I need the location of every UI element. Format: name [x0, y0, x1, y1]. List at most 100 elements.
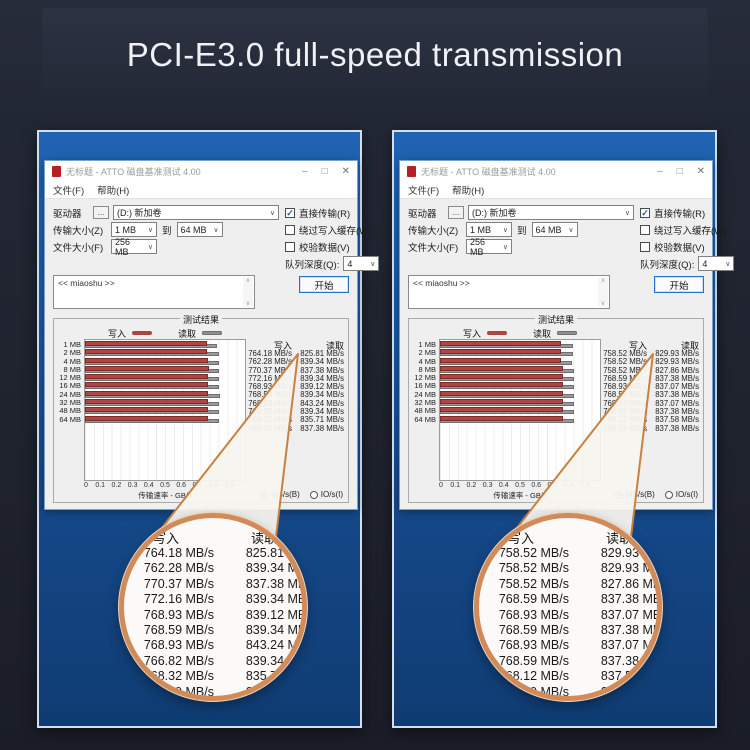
- x-tick-label: 0: [84, 482, 88, 489]
- file-size-select[interactable]: 256 MB ∨: [466, 236, 512, 257]
- transfer-to-select[interactable]: 64 MB ∨: [531, 222, 578, 237]
- transfer-to-select[interactable]: 64 MB ∨: [176, 222, 223, 237]
- y-axis-label: 12 MB: [414, 373, 436, 383]
- verify-data-checkbox[interactable]: [640, 241, 650, 252]
- transfer-to-value: 64 MB: [535, 224, 562, 235]
- bar-row: [85, 365, 245, 374]
- queue-depth-row: 队列深度(Q): 4 ∨: [53, 255, 380, 272]
- x-tick-label: 0.1: [450, 482, 461, 489]
- benchmark-panel: 无标题 - ATTO 磁盘基准测试 4.00 – □ ✕ 文件(F) 帮助(H)…: [392, 130, 735, 728]
- menu-file[interactable]: 文件(F): [408, 186, 440, 197]
- drive-select[interactable]: (D:) 新加卷 ∨: [113, 205, 279, 220]
- start-button[interactable]: 开始: [299, 276, 349, 293]
- magnifier-row: 772.16 MB/s 839.34 MB/s: [124, 592, 307, 607]
- y-axis-labels: 1 MB 2 MB 4 MB 8 MB 12 MB 16 MB 24 MB 32 MB 48 M…: [413, 339, 439, 481]
- bypass-cache-checkbox[interactable]: [640, 224, 650, 235]
- radio-mbs[interactable]: MB/s(B): [259, 490, 300, 499]
- magnifier-row: 768.93 MB/s 839.12 MB/s: [124, 608, 302, 623]
- verify-data-option: 校验数据(V): [285, 240, 350, 254]
- scroll-down-icon[interactable]: ∨: [245, 301, 251, 307]
- magnifier-row: 768.93 MB/s 837.07 MB/s: [479, 608, 657, 623]
- magnifier-read-value: 843.24 MB/s: [245, 638, 307, 653]
- write-bar: [440, 357, 562, 363]
- magnifier-read-value: 839.34 MB/s: [245, 592, 307, 607]
- direct-io-option: 直接传输(R): [640, 206, 705, 220]
- drive-select[interactable]: (D:) 新加卷 ∨: [468, 205, 634, 220]
- x-tick-label: 0.4: [143, 482, 154, 489]
- write-bar: [440, 365, 563, 371]
- menu-file[interactable]: 文件(F): [53, 186, 85, 197]
- close-button[interactable]: ✕: [341, 165, 350, 177]
- x-tick-label: 0.6: [176, 482, 187, 489]
- textarea-scrollbar[interactable]: ∧ ∨: [243, 277, 253, 307]
- maximize-button[interactable]: □: [676, 165, 683, 177]
- textarea-scrollbar[interactable]: ∧ ∨: [598, 277, 608, 307]
- magnifier-column-headers: 写入 读取: [124, 528, 302, 546]
- bar-row: [440, 382, 600, 390]
- magnifier-write-value: 768.59 MB/s: [498, 592, 569, 607]
- read-value: 837.38 MB/s: [655, 390, 699, 400]
- scroll-up-icon[interactable]: ∧: [600, 278, 606, 284]
- magnifier-row: 766.82 MB/s 839.34 MB/s: [124, 654, 302, 669]
- bypass-cache-checkbox[interactable]: [285, 224, 295, 235]
- description-textarea[interactable]: << miaoshu >> ∧ ∨: [408, 275, 610, 309]
- magnifier-circle: 写入 读取 758.52 MB/s 829.93 MB/s 758.52 MB/s 8…: [474, 513, 662, 701]
- browse-button[interactable]: ...: [448, 206, 464, 219]
- read-bar: [440, 344, 573, 348]
- magnifier-read-value: 837.38 MB/s: [245, 576, 307, 591]
- file-size-label: 文件大小(F): [408, 242, 459, 254]
- magnifier-rows: 764.18 MB/s 825.81 MB/s 762.28 MB/s 839.34 …: [124, 546, 307, 696]
- transfer-from-select[interactable]: 1 MB ∨: [111, 222, 157, 237]
- magnifier-read-value: 835.71 MB/s: [245, 669, 307, 684]
- menu-help[interactable]: 帮助(H): [452, 186, 485, 197]
- bypass-cache-option: 绕过写入缓存(W): [640, 223, 726, 237]
- direct-io-checkbox[interactable]: [285, 207, 295, 218]
- verify-data-checkbox[interactable]: [285, 241, 295, 252]
- direct-io-checkbox[interactable]: [640, 207, 650, 218]
- file-size-value: 256 MB: [470, 236, 486, 257]
- menu-help[interactable]: 帮助(H): [97, 186, 130, 197]
- y-axis-label: 64 MB: [59, 414, 81, 424]
- magnifier-row: 758.52 MB/s 829.93 MB/s: [479, 546, 657, 561]
- magnifier-write-value: 768.32 MB/s: [143, 669, 214, 684]
- close-button[interactable]: ✕: [696, 165, 705, 177]
- transfer-from-select[interactable]: 1 MB ∨: [466, 222, 512, 237]
- chevron-down-icon: ∨: [568, 226, 574, 234]
- y-axis-label: 4 MB: [63, 356, 81, 366]
- radio-mbs[interactable]: MB/s(B): [614, 490, 655, 499]
- description-text: << miaoshu >>: [413, 278, 470, 288]
- chart-block: 写入 读取 1 MB 2 MB 4 MB 8 MB 12 MB 16 MB 24 MB 32 …: [58, 327, 246, 500]
- results-groupbox: 测试结果 写入 读取 1 MB 2 MB 4 MB 8 MB 12 M: [408, 313, 704, 503]
- write-value: 768.59 MB/s: [248, 423, 292, 433]
- queue-depth-select[interactable]: 4 ∨: [698, 256, 735, 271]
- scroll-down-icon[interactable]: ∨: [600, 301, 606, 307]
- bar-row: [440, 407, 600, 415]
- file-size-row: 文件大小(F) 256 MB ∨ 校验数据(V): [53, 237, 350, 257]
- minimize-button[interactable]: –: [302, 165, 308, 177]
- legend-write-swatch: [487, 331, 507, 335]
- write-column-header: 写入: [273, 341, 292, 351]
- start-button[interactable]: 开始: [654, 276, 704, 293]
- radio-ios[interactable]: IO/s(I): [664, 490, 698, 499]
- radio-ios-label: IO/s(I): [320, 490, 343, 499]
- maximize-button[interactable]: □: [321, 165, 328, 177]
- x-tick-label: 0.9: [224, 482, 235, 489]
- y-axis-label: 48 MB: [414, 406, 436, 416]
- menu-bar: 文件(F) 帮助(H): [400, 182, 712, 199]
- description-textarea[interactable]: << miaoshu >> ∧ ∨: [53, 275, 255, 309]
- queue-depth-select[interactable]: 4 ∨: [343, 256, 380, 271]
- file-size-select[interactable]: 256 MB ∨: [111, 237, 157, 257]
- browse-button[interactable]: ...: [93, 206, 109, 219]
- magnifier-row: 768.59 MB/s 837.38 MB/s: [479, 685, 657, 696]
- bar-row: [440, 349, 600, 357]
- write-bar: [85, 390, 209, 396]
- read-value: 837.38 MB/s: [300, 423, 344, 433]
- read-value: 837.38 MB/s: [655, 407, 699, 417]
- chevron-down-icon: ∨: [725, 260, 731, 268]
- minimize-button[interactable]: –: [657, 165, 663, 177]
- radio-ios[interactable]: IO/s(I): [309, 490, 343, 499]
- chart-legend: 写入 读取: [439, 327, 601, 339]
- scroll-up-icon[interactable]: ∧: [245, 278, 251, 284]
- magnifier-row: 768.12 MB/s 837.58 MB/s: [479, 669, 657, 684]
- file-size-row: 文件大小(F) 256 MB ∨ 校验数据(V): [408, 236, 705, 257]
